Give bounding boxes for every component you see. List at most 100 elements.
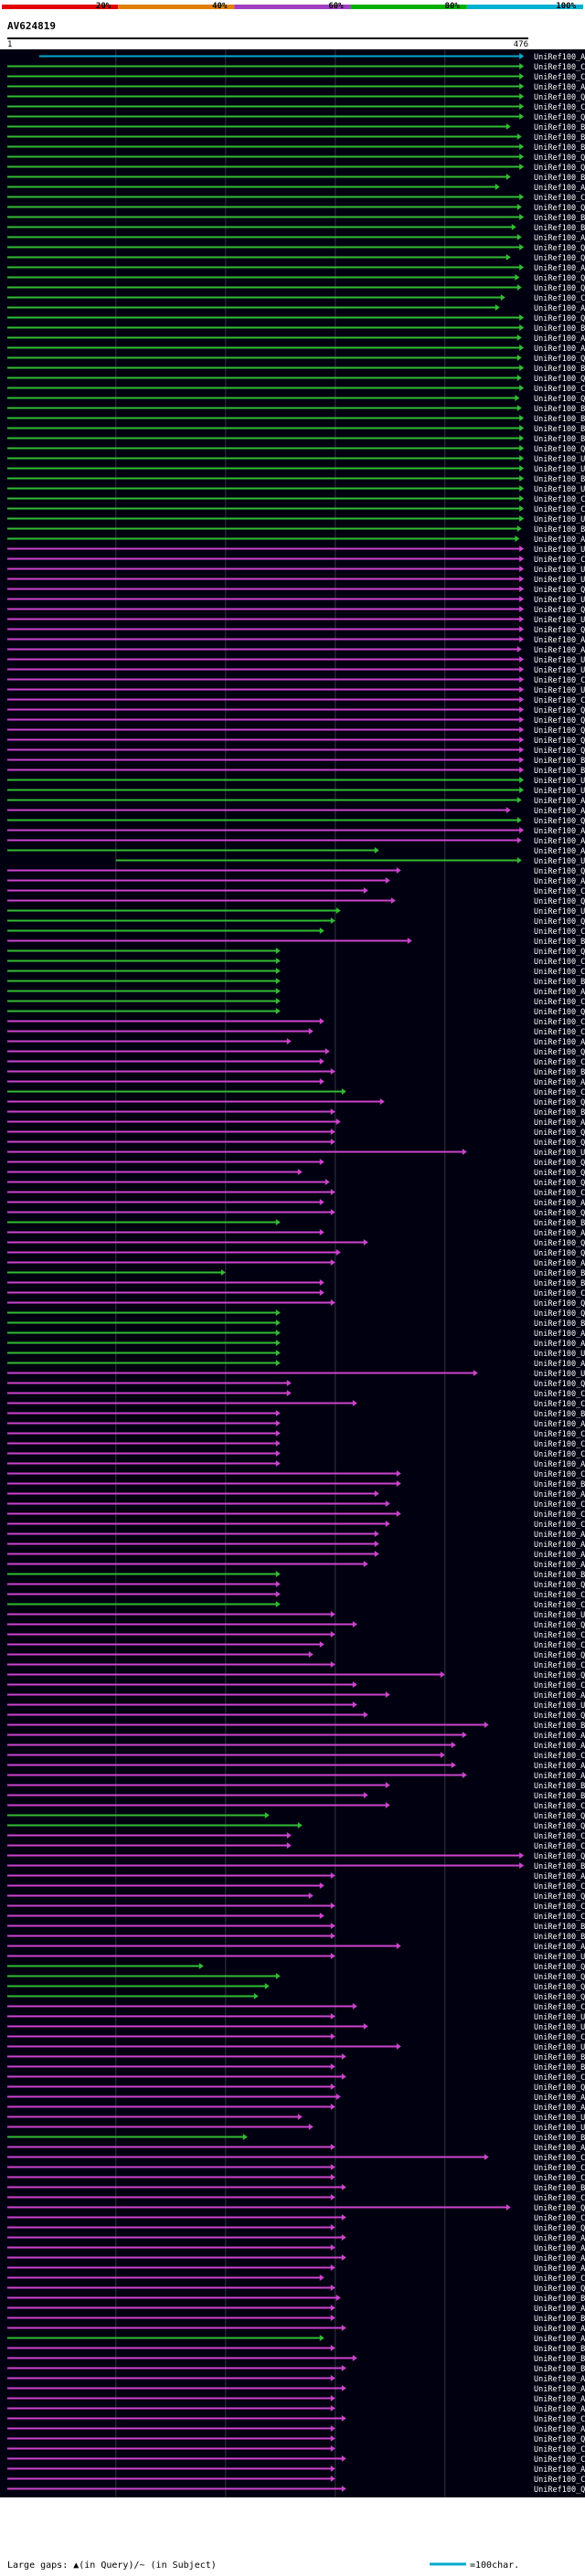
hit-row[interactable]: UniRef100_UPI000...	[7, 1953, 585, 1962]
hit-row[interactable]: UniRef100_C5KB81	[7, 696, 585, 705]
hit-row[interactable]: UniRef100_UPI000...	[7, 686, 585, 695]
hit-row[interactable]: UniRef100_Q1MW44	[7, 867, 585, 876]
hit-row[interactable]: UniRef100_Q1NMP8	[7, 1712, 585, 1721]
hit-row[interactable]: UniRef100_B7VBV8	[7, 1480, 585, 1489]
hit-row[interactable]: UniRef100_C0V5J0	[7, 2415, 585, 2424]
hit-row[interactable]: UniRef100_A1WD58	[7, 1490, 585, 1500]
hit-row[interactable]: UniRef100_C5FZX3	[7, 1802, 585, 1811]
hit-row[interactable]: UniRef100_C1BV36	[7, 968, 585, 977]
hit-row[interactable]: UniRef100_B4I1B4	[7, 1862, 585, 1871]
hit-row[interactable]: UniRef100_B9LNH0	[7, 1782, 585, 1791]
hit-row[interactable]: UniRef100_A0QD5Q	[7, 2234, 585, 2243]
hit-row[interactable]: UniRef100_B4WZJ4	[7, 365, 585, 374]
hit-row[interactable]: UniRef100_C1A7V0	[7, 1018, 585, 1027]
hit-row[interactable]: UniRef100_Q2JV96	[7, 1299, 585, 1309]
hit-row[interactable]: UniRef100_C4EUV3	[7, 1440, 585, 1449]
hit-row[interactable]: UniRef100_C3C9L8	[7, 1088, 585, 1097]
hit-row[interactable]: UniRef100_Q2JXB1	[7, 1852, 585, 1861]
hit-row[interactable]: UniRef100_B7G968	[7, 415, 585, 424]
hit-row[interactable]: UniRef100_A6F5V3	[7, 807, 585, 816]
hit-row[interactable]: UniRef100_A3Z7N1	[7, 2465, 585, 2475]
hit-row[interactable]: UniRef100_Q24PV5	[7, 1309, 585, 1319]
hit-row[interactable]: UniRef100_C6AK17	[7, 294, 585, 303]
hit-row[interactable]: UniRef100_A9R0U6	[7, 1078, 585, 1087]
hit-row[interactable]: UniRef100_Q90E30	[7, 747, 585, 756]
hit-row[interactable]: UniRef100_A8HTY5	[7, 877, 585, 886]
hit-row[interactable]: UniRef100_B8GU67	[7, 978, 585, 987]
hit-row[interactable]: UniRef100_C1E124	[7, 1189, 585, 1198]
hit-row[interactable]: UniRef100_UPI000...	[7, 1701, 585, 1711]
hit-row[interactable]: UniRef100_B1M620	[7, 425, 585, 434]
hit-row[interactable]: UniRef100_Q1LUY1	[7, 1963, 585, 1972]
hit-row[interactable]: UniRef100_B8ES93	[7, 1933, 585, 1942]
hit-row[interactable]: UniRef100_Q9RK10	[7, 113, 585, 122]
hit-row[interactable]: UniRef100_A4C3V7	[7, 1561, 585, 1570]
hit-row[interactable]: UniRef100_B1Z0B1	[7, 2063, 585, 2072]
hit-row[interactable]: UniRef100_UPI000...	[7, 576, 585, 585]
hit-row[interactable]: UniRef100_C1ZTX6	[7, 1289, 585, 1299]
hit-row[interactable]: UniRef100_Q7UBD7	[7, 1983, 585, 1992]
hit-row[interactable]: UniRef100_Q102M1	[7, 1179, 585, 1188]
hit-row[interactable]: UniRef100_C6MEY2	[7, 103, 585, 112]
hit-row[interactable]: UniRef100_C8S1V1	[7, 1601, 585, 1610]
hit-row[interactable]: UniRef100_Q4FSK1	[7, 274, 585, 283]
hit-row[interactable]: UniRef100_A1ZP19	[7, 1762, 585, 1771]
hit-row[interactable]: UniRef100_C6J2E6	[7, 1913, 585, 1922]
hit-row[interactable]: UniRef100_C1PDD0	[7, 1400, 585, 1409]
hit-row[interactable]: UniRef100_B5JYW8	[7, 133, 585, 143]
hit-row[interactable]: UniRef100_UPI000...	[7, 566, 585, 575]
hit-row[interactable]: UniRef100_Q3A6S8	[7, 1973, 585, 1982]
hit-row[interactable]: UniRef100_A3K7V2	[7, 304, 585, 313]
hit-row[interactable]: UniRef100_A4CZ15	[7, 2405, 585, 2414]
hit-row[interactable]: UniRef100_B8C7G2	[7, 405, 585, 414]
hit-row[interactable]: UniRef100_C1E2B8	[7, 1430, 585, 1439]
hit-row[interactable]: UniRef100_B4VRB5	[7, 1923, 585, 1932]
hit-row[interactable]: UniRef100_Q457M4	[7, 817, 585, 826]
hit-row[interactable]: UniRef100_B8G075	[7, 214, 585, 223]
hit-row[interactable]: UniRef100_C1L7I6	[7, 2003, 585, 2012]
hit-row[interactable]: UniRef100_B9GW42	[7, 2184, 585, 2193]
hit-row[interactable]: UniRef100_C3Q7W4	[7, 2455, 585, 2465]
hit-row[interactable]: UniRef100_A4BMD6	[7, 184, 585, 193]
hit-row[interactable]: UniRef100_C5PKX4	[7, 2174, 585, 2183]
hit-row[interactable]: UniRef100_Q5P9Y2	[7, 2486, 585, 2495]
hit-row[interactable]: UniRef100_A5B5S0	[7, 1118, 585, 1128]
hit-row[interactable]: UniRef100_A9G5N1	[7, 1872, 585, 1882]
hit-row[interactable]: UniRef100_A5VF80	[7, 2325, 585, 2334]
hit-row[interactable]: UniRef100_C1VRC2	[7, 1641, 585, 1650]
hit-row[interactable]: UniRef100_UPI000...	[7, 546, 585, 555]
hit-row[interactable]: UniRef100_C4N0F8	[7, 2154, 585, 2163]
hit-row[interactable]: UniRef100_B8JJ93	[7, 1320, 585, 1329]
hit-row[interactable]: UniRef100_Q0RUT8	[7, 917, 585, 927]
hit-row[interactable]: UniRef100_Q1N6Q5	[7, 314, 585, 323]
hit-row[interactable]: UniRef100_B1WSR4	[7, 1410, 585, 1419]
hit-row[interactable]: UniRef100_A5VEI1	[7, 535, 585, 545]
hit-row[interactable]: UniRef100_C1RGJ0	[7, 887, 585, 896]
hit-row[interactable]: UniRef100_Q00TN0	[7, 93, 585, 102]
hit-row[interactable]: UniRef100_C4S2M3	[7, 2475, 585, 2485]
hit-row[interactable]: UniRef100_Q1MVN6	[7, 1008, 585, 1017]
hit-row[interactable]: UniRef100_B9NQP5	[7, 324, 585, 334]
hit-row[interactable]: UniRef100_C4VM92	[7, 1832, 585, 1841]
hit-row[interactable]: UniRef100_A6C3P6	[7, 1420, 585, 1429]
hit-row[interactable]: UniRef100_B8G144	[7, 1108, 585, 1118]
hit-row[interactable]: UniRef100_B3ENT4	[7, 2053, 585, 2062]
hit-row[interactable]: UniRef100_Q1K2J9	[7, 1249, 585, 1258]
hit-row[interactable]: UniRef100_B4S3T9	[7, 1571, 585, 1580]
hit-row[interactable]: UniRef100_UPI000...	[7, 2023, 585, 2032]
hit-row[interactable]: UniRef100_A4LEH0	[7, 1360, 585, 1369]
hit-row[interactable]: UniRef100_A5DS56	[7, 1229, 585, 1238]
hit-row[interactable]: UniRef100_UPI000...	[7, 777, 585, 786]
hit-row[interactable]: UniRef100_B5EL18	[7, 475, 585, 484]
hit-row[interactable]: UniRef100_A6JW45	[38, 53, 585, 62]
hit-row[interactable]: UniRef100_B8LIF1	[7, 525, 585, 535]
hit-row[interactable]: UniRef100_C4JKG7	[7, 2033, 585, 2042]
hit-row[interactable]: UniRef100_A3TAI4	[7, 1199, 585, 1208]
hit-row[interactable]: UniRef100_A6NE35	[7, 2094, 585, 2103]
hit-row[interactable]: UniRef100_A5G4W5	[7, 1551, 585, 1560]
hit-row[interactable]: UniRef100_C7PG20	[7, 1903, 585, 1912]
hit-row[interactable]: UniRef100_UPI000...	[7, 2013, 585, 2022]
hit-row[interactable]: UniRef100_UPI000...	[7, 596, 585, 605]
hit-row[interactable]: UniRef100_Q4VBT6	[7, 1139, 585, 1148]
hit-row[interactable]: UniRef100_B6RIP6	[7, 938, 585, 947]
